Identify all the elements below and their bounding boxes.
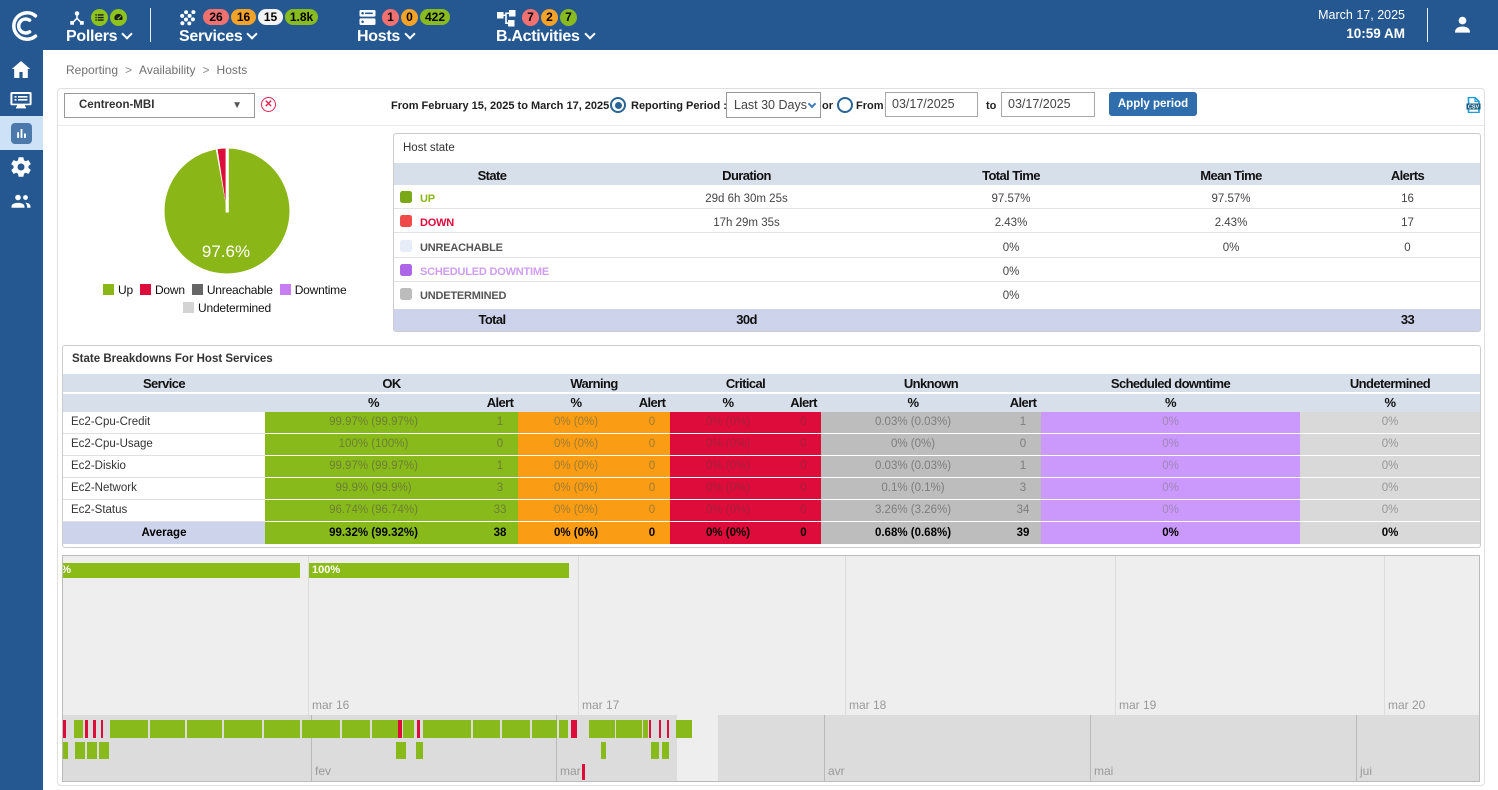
svg-text:CSV: CSV xyxy=(1468,105,1480,111)
